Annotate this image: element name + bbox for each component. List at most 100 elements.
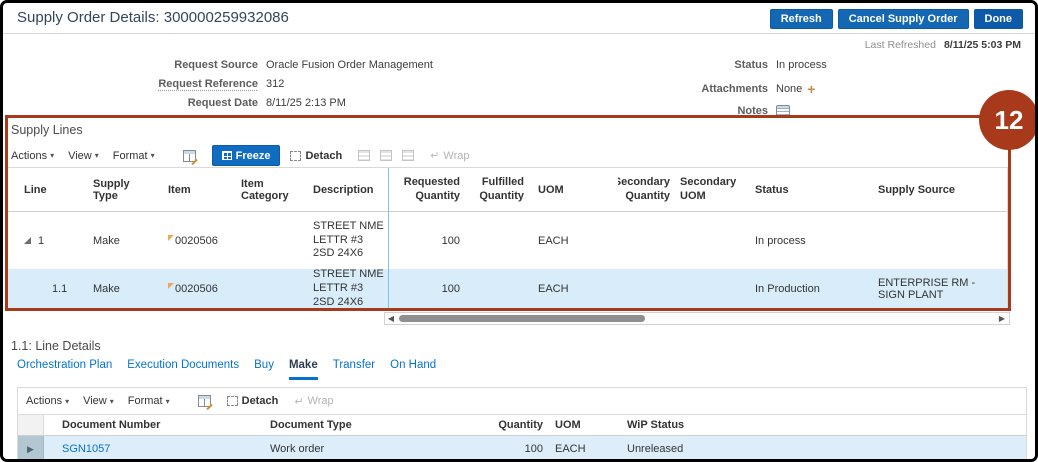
horizontal-scrollbar[interactable]: ◀ ▶ [384,312,1010,325]
query-by-example-icon[interactable] [197,395,211,407]
wrap-button-label: Wrap [307,395,334,407]
fulfilled-quantity [468,269,532,309]
fulfilled-quantity [468,212,532,269]
line-details-table: Document Number Document Type Quantity U… [18,414,1026,459]
disabled-tree-buttons [358,150,415,161]
col-header-document-number[interactable]: Document Number [62,419,161,431]
col-header-supply-type[interactable]: Supply Type [93,177,130,202]
col-header-document-type[interactable]: Document Type [270,419,352,431]
query-by-example-icon[interactable] [182,149,196,162]
caret-down-icon: ▾ [50,151,55,160]
tab-orchestration-plan[interactable]: Orchestration Plan [17,359,113,371]
go-to-top-icon [358,150,371,161]
status: In process [755,234,806,247]
tab-transfer[interactable]: Transfer [332,359,376,371]
item-category [226,269,298,309]
description: STREET NME LETTR #3 2SD 24X6 [313,219,384,260]
actions-menu[interactable]: Actions ▾ [11,150,54,162]
show-as-top-icon [402,150,415,161]
tab-make[interactable]: Make [288,359,318,380]
format-menu[interactable]: Format ▾ [128,395,170,407]
supply-lines-title: Supply Lines [11,123,83,137]
view-menu[interactable]: View ▾ [83,395,114,407]
secondary-uom [678,212,754,269]
secondary-quantity [618,269,678,309]
freeze-column-divider [388,168,389,308]
supply-line-row-1-1-selected[interactable]: 1.1 Make 0020506 STREET NME LETTR #3 2SD… [8,269,1007,309]
scroll-right-icon[interactable]: ▶ [998,314,1006,323]
uom: EACH [555,443,586,455]
last-refreshed-label: Last Refreshed [864,39,936,51]
format-menu[interactable]: Format ▾ [113,150,155,162]
col-header-item-category[interactable]: Item Category [241,177,289,202]
collapse-row-icon[interactable] [24,237,31,244]
requested-quantity: 100 [441,234,460,247]
uom: EACH [538,234,569,247]
item-category [226,212,298,269]
request-reference-row: Request Reference 312 [3,76,284,92]
view-menu[interactable]: View ▾ [68,150,99,162]
request-source-row: Request Source Oracle Fusion Order Manag… [3,57,433,73]
detach-button[interactable]: Detach [290,150,342,162]
item-number: 0020506 [175,234,218,247]
request-source-value: Oracle Fusion Order Management [266,59,433,71]
secondary-quantity [618,212,678,269]
secondary-uom [678,269,754,309]
row-expand-icon[interactable]: ▶ [27,443,34,454]
col-header-requested-quantity[interactable]: Requested Quantity [403,175,460,202]
notes-icon[interactable] [776,105,790,117]
supply-lines-toolbar: Actions ▾ View ▾ Format ▾ Freeze Detach ↵ Wr… [11,145,469,166]
line-details-title: 1.1: Line Details [11,339,101,353]
col-header-fulfilled-quantity[interactable]: Fulfilled Quantity [479,175,524,202]
actions-menu-label: Actions [11,149,48,162]
col-header-uom[interactable]: UOM [555,419,581,431]
request-reference-value: 312 [266,78,285,90]
freeze-button[interactable]: Freeze [211,145,281,166]
caret-down-icon: ▾ [150,151,155,160]
document-row-selected[interactable]: ▶ SGN1057 Work order 100 EACH Unreleased [18,436,1026,459]
wrap-button-disabled: ↵ Wrap [294,395,333,408]
actions-menu-label: Actions [26,395,63,407]
col-header-uom[interactable]: UOM [538,183,564,196]
add-attachment-icon[interactable]: + [807,81,816,97]
col-header-status[interactable]: Status [755,183,789,196]
actions-menu[interactable]: Actions ▾ [26,395,69,407]
page-title: Supply Order Details: 300000259932086 [17,9,289,26]
tab-execution-documents[interactable]: Execution Documents [127,359,240,371]
line-number: 1.1 [52,283,68,295]
freeze-button-label: Freeze [235,149,271,162]
col-header-wip-status[interactable]: WiP Status [627,419,685,431]
request-reference-label: Request Reference [158,78,258,90]
request-date-row: Request Date 8/11/25 2:13 PM [3,95,346,111]
scroll-left-icon[interactable]: ◀ [387,314,395,323]
status-value: In process [776,59,827,71]
line-details-panel: Actions ▾ View ▾ Format ▾ Detach ↵ Wrap Docu… [17,387,1027,459]
tab-buy[interactable]: Buy [254,359,274,371]
status: In Production [755,283,820,295]
detach-icon [226,396,238,406]
title-bar: Supply Order Details: 300000259932086 Re… [3,3,1035,34]
scrollbar-thumb[interactable] [399,315,645,322]
detach-button[interactable]: Detach [226,395,279,407]
quantity: 100 [524,443,543,455]
supply-line-row-1[interactable]: 1 Make 0020506 STREET NME LETTR #3 2SD 2… [8,212,1007,269]
format-menu-label: Format [112,149,148,162]
col-header-quantity[interactable]: Quantity [498,419,543,431]
detach-button-label: Detach [241,395,279,407]
col-header-supply-source[interactable]: Supply Source [878,183,956,196]
cancel-supply-order-button[interactable]: Cancel Supply Order [837,9,969,29]
format-menu-label: Format [127,395,163,407]
col-header-item[interactable]: Item [168,183,191,196]
document-number-link[interactable]: SGN1057 [62,443,111,455]
col-header-secondary-quantity[interactable]: Secondary Quantity [618,175,670,202]
tab-on-hand[interactable]: On Hand [390,359,437,371]
document-type: Work order [270,443,325,455]
request-date-label: Request Date [187,97,258,109]
refresh-button[interactable]: Refresh [769,9,833,29]
col-header-line[interactable]: Line [24,183,47,196]
annotation-step-badge: 12 [979,90,1035,150]
col-header-secondary-uom[interactable]: Secondary UOM [680,175,737,202]
done-button[interactable]: Done [973,9,1023,29]
col-header-description[interactable]: Description [313,183,374,196]
